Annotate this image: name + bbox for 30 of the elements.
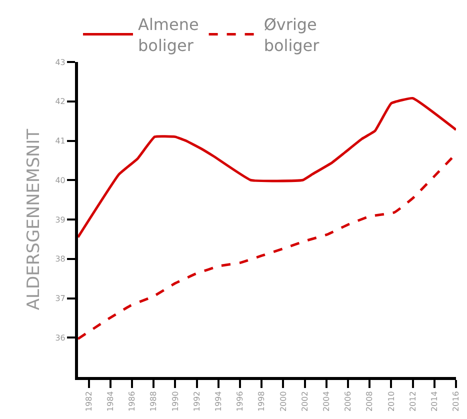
legend-label: Øvrige boliger xyxy=(264,15,320,55)
y-tick-label: 42 xyxy=(55,97,66,106)
y-tick-label: 43 xyxy=(55,58,66,67)
x-tick-label: 2000 xyxy=(278,391,288,412)
y-tick-label: 40 xyxy=(55,176,66,185)
y-tick-label: 41 xyxy=(55,136,66,146)
x-tick-label: 2010 xyxy=(386,391,396,412)
x-tick-label: 1998 xyxy=(257,391,266,412)
x-tick-label: 1990 xyxy=(170,391,180,412)
line-series xyxy=(78,96,456,238)
x-tick-label: 1992 xyxy=(192,391,202,412)
legend-label: Almene boliger xyxy=(138,15,199,55)
x-tick-label: 1988 xyxy=(149,391,158,412)
y-tick-label: 36 xyxy=(55,333,66,342)
x-tick-label: 2002 xyxy=(300,391,310,412)
x-tick-label: 1986 xyxy=(128,391,137,412)
y-tick-label: 39 xyxy=(55,215,66,224)
x-tick-label: 2008 xyxy=(365,391,374,412)
x-tick-label: 2016 xyxy=(452,391,461,412)
x-tick-label: 2012 xyxy=(408,391,418,412)
x-tick-label: 1996 xyxy=(236,391,245,412)
x-tick-label: 2006 xyxy=(344,391,353,412)
y-axis-title: ALDERSGENNEMSNIT xyxy=(24,128,44,310)
y-tick-label: 38 xyxy=(55,254,66,264)
x-tick-label: 2004 xyxy=(322,391,331,412)
x-tick-label: 1984 xyxy=(106,391,115,412)
y-tick-label: 37 xyxy=(55,294,66,304)
x-tick-label: 1994 xyxy=(214,391,223,412)
x-tick-label: 2014 xyxy=(430,391,439,412)
x-tick-label: 1982 xyxy=(84,391,94,412)
